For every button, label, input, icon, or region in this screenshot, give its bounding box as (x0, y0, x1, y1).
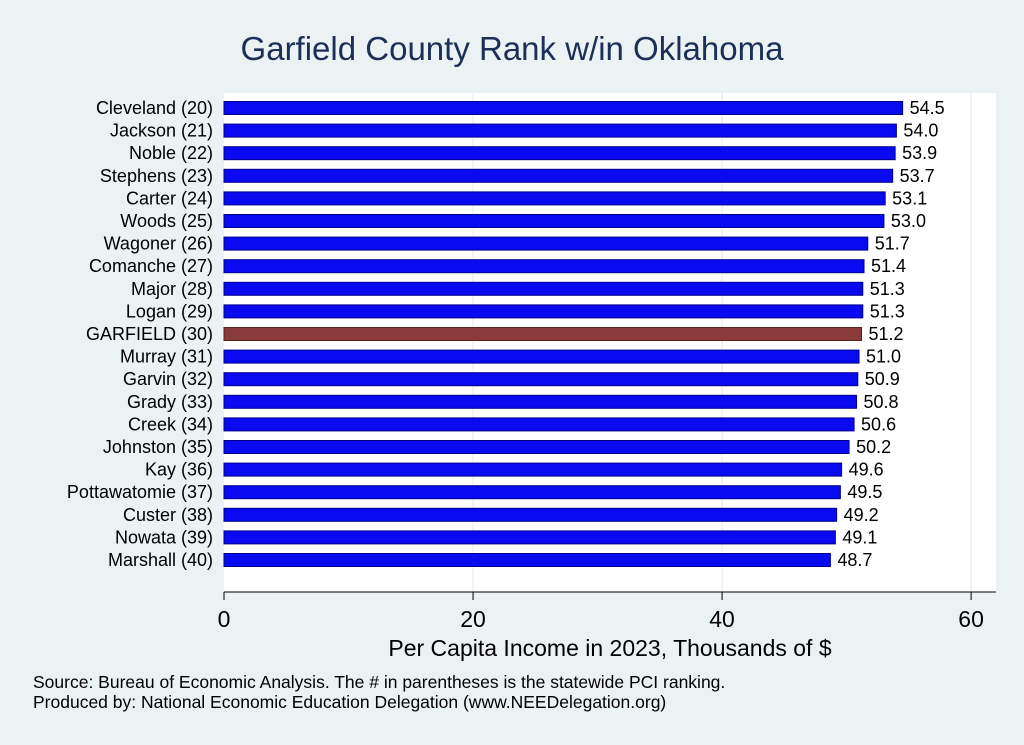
category-label: Wagoner (26) (104, 234, 213, 254)
value-label: 53.1 (892, 188, 927, 208)
bar (223, 440, 850, 454)
source-note: Source: Bureau of Economic Analysis. The… (33, 672, 726, 692)
category-label: Jackson (21) (110, 121, 213, 141)
bar (223, 259, 865, 274)
category-label: Marshall (40) (108, 550, 213, 570)
value-label: 51.4 (871, 256, 906, 276)
bar (223, 417, 855, 432)
category-label: Custer (38) (123, 505, 213, 525)
category-label: Cleveland (20) (96, 98, 213, 118)
bar (223, 281, 864, 296)
bar (223, 349, 860, 364)
category-label: GARFIELD (30) (86, 324, 213, 344)
category-label: Creek (34) (128, 414, 213, 434)
x-tick-label: 20 (460, 606, 486, 632)
bar (223, 168, 894, 183)
x-tick-label: 0 (218, 606, 231, 632)
bar (223, 146, 896, 161)
bars (223, 101, 904, 567)
value-label: 53.0 (891, 211, 926, 231)
x-axis-ticks: 0 20 40 60 (218, 592, 984, 632)
value-label: 54.0 (903, 121, 938, 141)
producer-note: Produced by: National Economic Education… (33, 692, 667, 712)
category-label: Johnston (35) (103, 437, 213, 457)
category-label: Grady (33) (127, 392, 213, 412)
bar (223, 123, 897, 138)
bar (223, 553, 831, 567)
bar (223, 530, 836, 545)
x-axis-label: Per Capita Income in 2023, Thousands of … (388, 635, 831, 661)
bar (223, 394, 858, 409)
category-label: Comanche (27) (89, 256, 213, 276)
bar (223, 485, 841, 500)
bar-chart: Garfield County Rank w/in Oklahoma Cleve… (67, 30, 996, 661)
category-label: Stephens (23) (100, 166, 213, 186)
bar (223, 372, 859, 387)
value-label: 51.7 (875, 234, 910, 254)
value-label: 50.9 (865, 369, 900, 389)
value-label: 51.2 (869, 324, 904, 344)
category-label: Kay (36) (145, 460, 213, 480)
value-label: 49.6 (849, 460, 884, 480)
value-label: 49.2 (844, 505, 879, 525)
x-tick-label: 60 (958, 606, 984, 632)
category-label: Pottawatomie (37) (67, 482, 213, 502)
value-label: 49.1 (842, 527, 877, 547)
x-tick-label: 40 (709, 606, 735, 632)
highlight-bar (223, 327, 863, 341)
category-label: Noble (22) (129, 143, 213, 163)
value-label: 48.7 (837, 550, 872, 570)
value-label: 50.8 (864, 392, 899, 412)
chart-title: Garfield County Rank w/in Oklahoma (241, 30, 785, 67)
bar (223, 191, 886, 206)
category-labels: Cleveland (20) Jackson (21)Noble (22) Step… (67, 98, 213, 570)
category-label: Logan (29) (126, 301, 213, 321)
category-label: Garvin (32) (123, 369, 213, 389)
value-label: 49.5 (847, 482, 882, 502)
category-label: Nowata (39) (115, 527, 213, 547)
value-label: 51.3 (870, 301, 905, 321)
category-label: Carter (24) (126, 188, 213, 208)
value-label: 54.5 (910, 98, 945, 118)
category-label: Woods (25) (120, 211, 213, 231)
value-label: 51.0 (866, 347, 901, 367)
bar (223, 462, 843, 477)
value-label: 53.7 (900, 166, 935, 186)
value-labels: 54.5 54.053.9 53.753.1 53.0 51.751.4 51.351.3… (837, 98, 944, 570)
category-label: Major (28) (131, 279, 213, 299)
value-label: 50.6 (861, 414, 896, 434)
value-label: 51.3 (870, 279, 905, 299)
bar (223, 214, 885, 228)
bar (223, 304, 864, 319)
category-label: Murray (31) (120, 347, 213, 367)
value-label: 50.2 (856, 437, 891, 457)
bar (223, 507, 838, 522)
bar (223, 236, 869, 251)
bar (223, 101, 904, 115)
value-label: 53.9 (902, 143, 937, 163)
